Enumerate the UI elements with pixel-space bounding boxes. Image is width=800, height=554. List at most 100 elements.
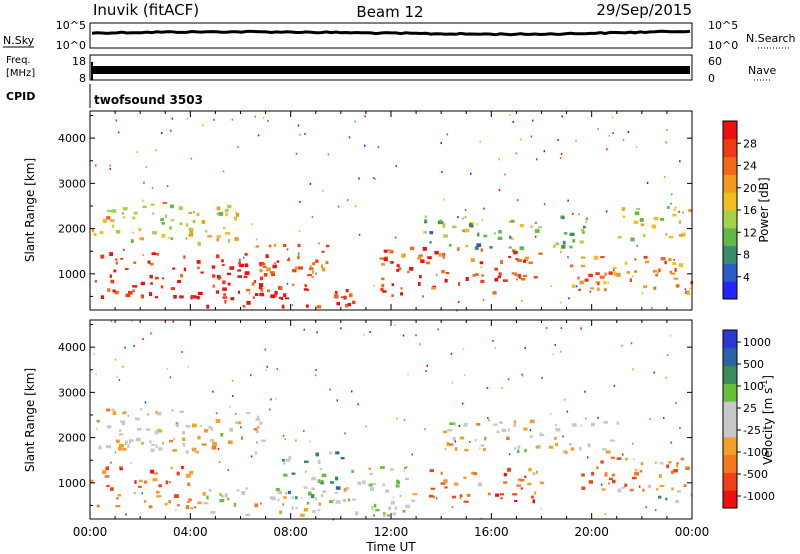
heatmap-cell <box>591 422 595 427</box>
heatmap-cell <box>383 257 388 262</box>
heatmap-cell <box>113 269 117 273</box>
heatmap-cell <box>419 275 422 279</box>
heatmap-cell <box>502 279 508 282</box>
heatmap-cell <box>457 216 459 219</box>
heatmap-cell <box>679 160 681 163</box>
heatmap-cell <box>390 500 395 505</box>
heatmap-cell <box>670 202 672 205</box>
heatmap-cell <box>578 213 580 216</box>
heatmap-cell <box>676 463 679 468</box>
heatmap-cell <box>608 477 613 481</box>
heatmap-cell <box>125 293 131 298</box>
heatmap-cell <box>160 218 165 222</box>
heatmap-cell <box>603 281 607 285</box>
heatmap-cell <box>585 417 587 420</box>
colorbar-segment <box>723 138 737 158</box>
heatmap-cell <box>104 475 110 478</box>
heatmap-cell <box>516 199 519 202</box>
y-tick-label: 1000 <box>58 477 86 490</box>
heatmap-cell <box>102 470 107 475</box>
heatmap-cell <box>641 292 644 295</box>
heatmap-cell <box>492 291 497 295</box>
heatmap-cell <box>236 489 240 492</box>
heatmap-cell <box>96 419 100 423</box>
heatmap-cell <box>501 428 507 432</box>
heatmap-cell <box>444 278 448 283</box>
heatmap-cell <box>161 132 163 134</box>
heatmap-cell <box>182 442 186 447</box>
heatmap-cell <box>602 448 607 451</box>
heatmap-cell <box>287 258 290 262</box>
heatmap-cell <box>559 156 562 159</box>
heatmap-cell <box>138 485 142 488</box>
heatmap-cell <box>336 302 340 306</box>
heatmap-cell <box>517 445 521 449</box>
heatmap-cell <box>288 455 292 460</box>
heatmap-cell <box>580 264 586 268</box>
colorbar-segment <box>723 263 737 282</box>
heatmap-cell <box>476 223 479 226</box>
heatmap-cell <box>417 256 422 260</box>
heatmap-cell <box>124 346 126 349</box>
colorbar-tick-label: 100 <box>743 380 764 393</box>
heatmap-cell <box>162 201 168 204</box>
heatmap-cell <box>130 239 134 243</box>
heatmap-cell <box>567 199 569 202</box>
heatmap-cell <box>237 275 243 278</box>
heatmap-cell <box>394 236 397 239</box>
heatmap-cell <box>181 465 184 470</box>
heatmap-cell <box>114 451 117 454</box>
heatmap-cell <box>372 176 375 179</box>
heatmap-cell <box>512 121 514 123</box>
heatmap-cell <box>633 220 639 224</box>
heatmap-cell <box>110 219 115 223</box>
heatmap-cell <box>509 220 511 223</box>
heatmap-cell <box>517 478 522 481</box>
heatmap-cell <box>451 506 454 508</box>
heatmap-cell <box>169 439 173 443</box>
heatmap-cell <box>166 367 169 370</box>
heatmap-cell <box>291 472 296 475</box>
heatmap-cell <box>534 221 538 224</box>
heatmap-cell <box>411 499 416 503</box>
heatmap-cell <box>632 275 634 278</box>
heatmap-cell <box>211 445 217 450</box>
heatmap-cell <box>212 284 215 288</box>
heatmap-cell <box>632 368 634 371</box>
heatmap-cell <box>109 164 111 167</box>
colorbar-segment <box>723 419 737 438</box>
heatmap-cell <box>314 374 317 377</box>
heatmap-cell <box>401 254 404 257</box>
heatmap-cell <box>292 283 295 286</box>
heatmap-cell <box>215 412 218 415</box>
heatmap-cell <box>657 272 659 275</box>
nsky-tick-top: 10^5 <box>56 19 86 32</box>
heatmap-cell <box>143 500 147 503</box>
heatmap-cell <box>666 129 668 132</box>
heatmap-cell <box>481 274 484 277</box>
heatmap-cell <box>479 140 481 143</box>
heatmap-cell <box>232 395 234 397</box>
heatmap-cell <box>242 256 245 259</box>
colorbar-segment <box>723 436 737 456</box>
heatmap-cell <box>291 496 294 499</box>
heatmap-cell <box>198 291 203 295</box>
power-colorbar-label: Power [dB] <box>757 177 771 242</box>
heatmap-cell <box>240 426 242 429</box>
heatmap-cell <box>497 275 501 279</box>
heatmap-cell <box>309 182 312 185</box>
heatmap-cell <box>674 267 677 272</box>
heatmap-cell <box>145 428 151 431</box>
y-tick-label: 3000 <box>58 386 86 399</box>
heatmap-cell <box>394 324 396 327</box>
colorbar-tick-label: 500 <box>743 358 764 371</box>
heatmap-cell <box>373 284 375 287</box>
heatmap-cell <box>318 502 321 506</box>
heatmap-cell <box>278 296 283 299</box>
heatmap-cell <box>237 145 239 148</box>
heatmap-cell <box>235 213 240 217</box>
heatmap-cell <box>688 208 692 213</box>
heatmap-cell <box>561 245 566 249</box>
heatmap-cell <box>110 320 113 323</box>
heatmap-cell <box>343 488 347 492</box>
